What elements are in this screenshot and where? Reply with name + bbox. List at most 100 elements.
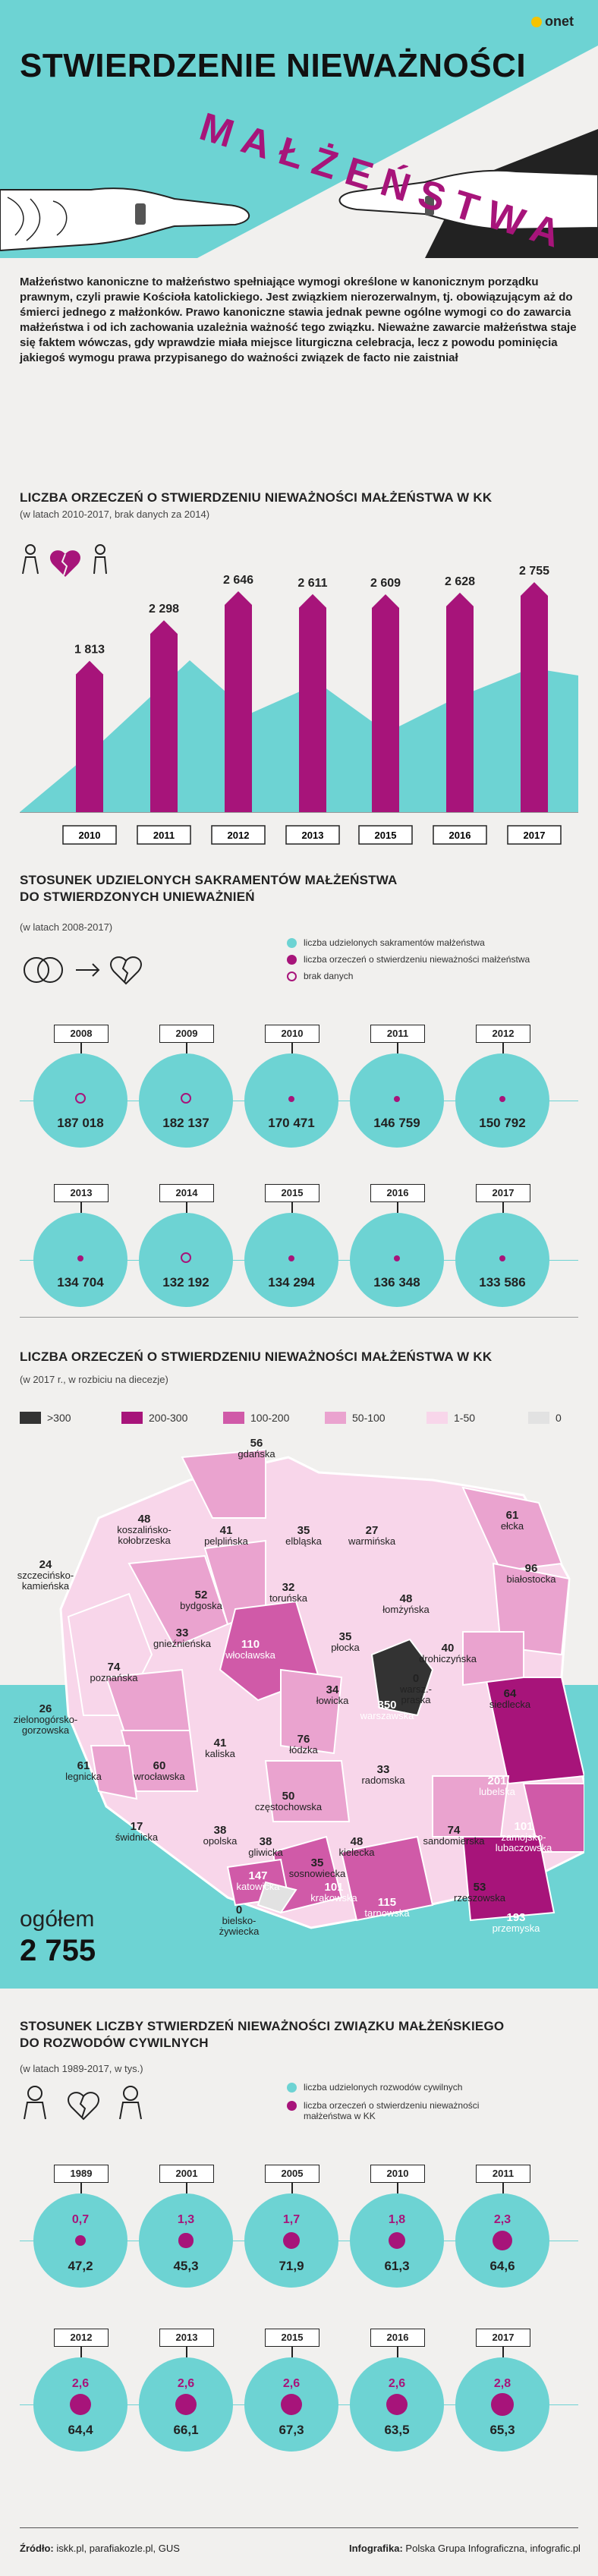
section1-chart: 1 813 2010 2 298 2011 2 646 2012 2 611 2013 2 60… (0, 531, 598, 850)
page-title: STWIERDZENIE NIEWAŻNOŚCI (20, 47, 527, 84)
sacrament-count: 170 471 (268, 1116, 315, 1130)
bar-2015 (372, 594, 399, 812)
bar-2011 (150, 620, 178, 812)
diocese-label: 50 częstochowska (250, 1790, 326, 1812)
diocese-value: 40 (441, 1642, 455, 1655)
diocese-value: 52 (194, 1589, 208, 1601)
bar-value-label: 2 609 (370, 577, 401, 590)
stat-circle: 134 704 (33, 1213, 127, 1307)
diocese-value: 53 (473, 1881, 486, 1894)
diocese-label: 61 ełcka (474, 1510, 550, 1532)
bar-value-label: 2 646 (223, 574, 253, 587)
stat-circle: 1,8 61,3 (350, 2193, 444, 2288)
diocese-label: 35 sosnowiecka (279, 1857, 355, 1879)
diocese-name: zielonogórsko- gorzowska (13, 1714, 78, 1736)
kk-value: 1,7 (282, 2213, 301, 2226)
diocese-value: 17 (130, 1820, 143, 1833)
kk-dot (283, 2232, 300, 2249)
diocese-value: 96 (524, 1562, 538, 1575)
map-legend-swatch (121, 1412, 143, 1424)
diocese-name: bydgoska (180, 1600, 222, 1611)
year-connector (80, 2347, 82, 2357)
sacrament-count: 187 018 (57, 1116, 104, 1130)
civil-divorce-value: 61,3 (384, 2259, 410, 2273)
diocese-name: łomżyńska (382, 1604, 430, 1615)
legend4-label-kk: liczba orzeczeń o stwierdzeniu nieważnoś… (304, 2100, 480, 2121)
map-legend-label: 50-100 (352, 1412, 386, 1424)
map-legend-label: 200-300 (149, 1412, 188, 1424)
kk-dot (74, 2234, 87, 2247)
bar-year-box (62, 825, 117, 845)
nodata-ring (181, 1093, 191, 1104)
diocese-label: 96 białostocka (493, 1562, 569, 1585)
year-box: 2013 (159, 2329, 214, 2347)
diocese-value: 35 (297, 1524, 310, 1537)
nodata-ring (181, 1252, 191, 1263)
diocese-name: poznańska (90, 1672, 138, 1683)
year-box: 2010 (370, 2165, 425, 2183)
bar-year-label: 2011 (153, 830, 175, 841)
diocese-value: 110 (241, 1638, 260, 1651)
kk-dot (175, 2393, 197, 2416)
stat-circle: 182 137 (139, 1053, 233, 1148)
map-shape (38, 1427, 586, 1977)
sacrament-count: 134 704 (57, 1275, 104, 1290)
bar-year-box (433, 825, 487, 845)
diocese-label: 48 łomżyńska (368, 1593, 444, 1615)
map-legend-swatch (528, 1412, 549, 1424)
diocese-label: 56 gdańska (219, 1438, 294, 1460)
diocese-name: radomska (361, 1775, 405, 1786)
diocese-value: 50 (282, 1790, 295, 1803)
page-title-accent: MAŁŻEŃSTWA (194, 85, 598, 275)
annulment-dot (77, 1255, 83, 1261)
diocese-label: 34 łowicka (294, 1684, 370, 1706)
civil-divorce-value: 47,2 (68, 2259, 93, 2273)
annulment-dot (394, 1096, 400, 1102)
diocese-label: 60 wrocławska (121, 1759, 197, 1782)
map-legend-label: >300 (47, 1412, 71, 1424)
year-box: 2012 (476, 1025, 530, 1043)
map-legend-swatch (20, 1412, 41, 1424)
legend-label-sacraments: liczba udzielonych sakramentów małżeństw… (304, 937, 485, 948)
footer-divider (20, 2527, 578, 2528)
diocese-name: częstochowska (254, 1801, 323, 1812)
civil-divorce-value: 71,9 (279, 2259, 304, 2273)
diocese-name: płocka (331, 1642, 360, 1653)
kk-dot (280, 2393, 303, 2416)
diocese-value: 74 (447, 1824, 461, 1837)
year-box: 2005 (265, 2165, 319, 2183)
bar-year-label: 2012 (228, 830, 250, 841)
intro-paragraph: Małżeństwo kanoniczne to małżeństwo speł… (20, 276, 577, 364)
kk-dot (386, 2393, 408, 2416)
annulment-dot (499, 1255, 505, 1261)
diocese-value: 38 (213, 1824, 227, 1837)
total-value: 2 755 (20, 1934, 96, 1967)
footer-credit: Infografika: Polska Grupa Infograficzna,… (349, 2543, 581, 2554)
diocese-value: 61 (505, 1509, 519, 1522)
civil-divorce-value: 67,3 (279, 2423, 304, 2437)
diocese-name: krakowska (310, 1892, 357, 1904)
diocese-name: pelplińska (204, 1535, 248, 1547)
map-legend-swatch (325, 1412, 346, 1424)
bar-2010 (76, 660, 103, 812)
legend-label-annulments: liczba orzeczeń o stwierdzeniu nieważnoś… (304, 954, 530, 965)
diocese-name: przemyska (492, 1923, 540, 1934)
bar-2013 (299, 594, 326, 812)
diocese-value: 60 (153, 1759, 166, 1772)
diocese-name: bielsko- żywiecka (219, 1915, 260, 1937)
diocese-label: 48 kielecka (319, 1836, 395, 1858)
diocese-value: 35 (338, 1630, 352, 1643)
diocese-label: 40 drohiczyńska (410, 1642, 486, 1664)
diocese-name: toruńska (269, 1592, 307, 1604)
diocese-label: 53 rzeszowska (442, 1882, 518, 1904)
sacrament-count: 132 192 (162, 1275, 209, 1290)
diocese-label: 38 gliwicka (228, 1836, 304, 1858)
diocese-name: rzeszowska (454, 1892, 505, 1904)
diocese-value: 0 (412, 1672, 420, 1685)
year-connector (397, 1202, 398, 1213)
year-connector (291, 1202, 293, 1213)
header-background (0, 0, 598, 258)
diocese-name: sandomierska (423, 1835, 485, 1847)
section4-subtitle: (w latach 1989-2017, w tys.) (20, 2063, 143, 2074)
diocese-name: białostocka (506, 1573, 556, 1585)
